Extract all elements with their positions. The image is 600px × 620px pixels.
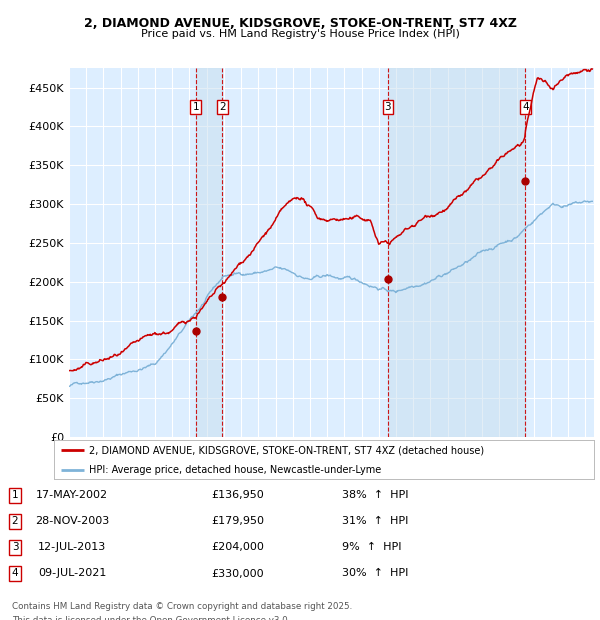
Text: 17-MAY-2002: 17-MAY-2002 <box>36 490 108 500</box>
Text: 38%  ↑  HPI: 38% ↑ HPI <box>342 490 409 500</box>
Text: £179,950: £179,950 <box>211 516 264 526</box>
Text: 28-NOV-2003: 28-NOV-2003 <box>35 516 109 526</box>
Text: £330,000: £330,000 <box>211 569 264 578</box>
Text: £204,000: £204,000 <box>211 542 264 552</box>
Text: 9%  ↑  HPI: 9% ↑ HPI <box>342 542 401 552</box>
Bar <box>196 68 223 437</box>
Text: Contains HM Land Registry data © Crown copyright and database right 2025.: Contains HM Land Registry data © Crown c… <box>12 602 352 611</box>
Text: 30%  ↑  HPI: 30% ↑ HPI <box>342 569 409 578</box>
Text: Price paid vs. HM Land Registry's House Price Index (HPI): Price paid vs. HM Land Registry's House … <box>140 29 460 39</box>
Text: 3: 3 <box>385 102 391 112</box>
Text: 1: 1 <box>11 490 19 500</box>
Text: 2, DIAMOND AVENUE, KIDSGROVE, STOKE-ON-TRENT, ST7 4XZ: 2, DIAMOND AVENUE, KIDSGROVE, STOKE-ON-T… <box>83 17 517 30</box>
Text: 09-JUL-2021: 09-JUL-2021 <box>38 569 106 578</box>
Text: 1: 1 <box>193 102 199 112</box>
Bar <box>388 68 526 437</box>
Text: 4: 4 <box>11 569 19 578</box>
Text: 3: 3 <box>11 542 19 552</box>
Text: £136,950: £136,950 <box>211 490 264 500</box>
Text: 2: 2 <box>11 516 19 526</box>
Text: 12-JUL-2013: 12-JUL-2013 <box>38 542 106 552</box>
Text: HPI: Average price, detached house, Newcastle-under-Lyme: HPI: Average price, detached house, Newc… <box>89 465 382 475</box>
Text: 2, DIAMOND AVENUE, KIDSGROVE, STOKE-ON-TRENT, ST7 4XZ (detached house): 2, DIAMOND AVENUE, KIDSGROVE, STOKE-ON-T… <box>89 445 484 455</box>
Text: 4: 4 <box>522 102 529 112</box>
Text: 31%  ↑  HPI: 31% ↑ HPI <box>342 516 409 526</box>
Text: 2: 2 <box>219 102 226 112</box>
Text: This data is licensed under the Open Government Licence v3.0.: This data is licensed under the Open Gov… <box>12 616 290 620</box>
